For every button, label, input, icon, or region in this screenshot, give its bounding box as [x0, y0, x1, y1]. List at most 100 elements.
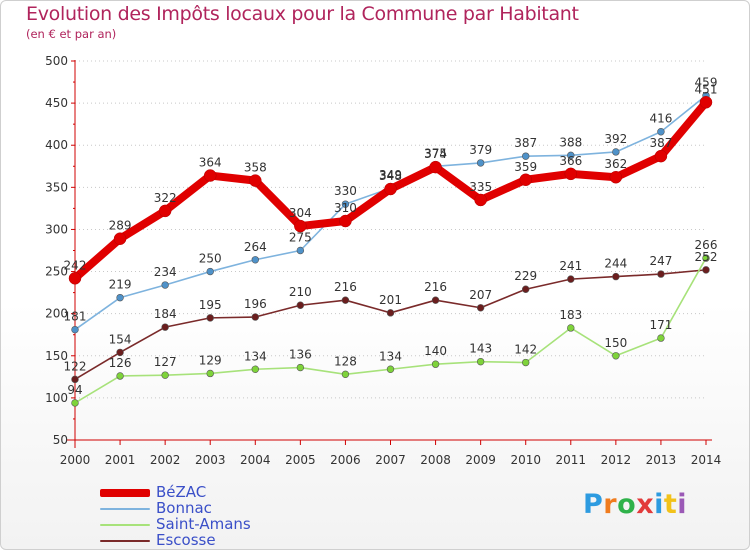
data-point-saint-amans-2001	[116, 372, 124, 380]
data-label-saint-amans-2005: 136	[289, 348, 312, 362]
data-point-bonnac-2002	[161, 281, 169, 289]
data-point-saint-amans-2002	[161, 371, 169, 379]
data-point-escosse-2002	[161, 323, 169, 331]
legend-label-escosse: Escosse	[156, 531, 216, 549]
data-point-escosse-2007	[386, 309, 395, 317]
data-point-bezac-2008	[429, 160, 442, 174]
data-point-bezac-2014	[699, 96, 713, 109]
data-label-escosse-2003: 195	[199, 298, 222, 312]
data-point-escosse-2003	[206, 314, 214, 322]
data-point-bonnac-2001	[116, 293, 124, 302]
y-tick-label-350: 350	[45, 180, 68, 194]
data-point-saint-amans-2013	[657, 334, 665, 342]
data-point-bonnac-2011	[567, 151, 575, 160]
data-label-saint-amans-2007: 134	[379, 349, 402, 363]
data-point-escosse-2006	[341, 296, 350, 304]
data-label-escosse-2013: 247	[649, 254, 672, 268]
data-label-bezac-2001: 289	[109, 219, 132, 233]
data-label-bonnac-2000: 181	[64, 310, 87, 324]
data-label-saint-amans-2009: 143	[469, 342, 492, 356]
data-label-escosse-2000: 122	[64, 359, 87, 373]
data-label-escosse-2001: 154	[109, 332, 132, 346]
data-point-saint-amans-2000	[71, 399, 79, 407]
data-label-escosse-2010: 229	[514, 269, 537, 283]
y-tick-label-300: 300	[45, 222, 68, 236]
data-label-bezac-2009: 335	[469, 180, 492, 194]
data-label-saint-amans-2014: 266	[695, 238, 718, 252]
data-point-bezac-2013	[654, 149, 668, 163]
logo-letter: o	[617, 489, 637, 520]
data-label-saint-amans-2006: 128	[334, 354, 357, 368]
data-label-bezac-2013: 387	[649, 136, 672, 150]
data-label-saint-amans-2013: 171	[649, 318, 672, 332]
y-tick-label-50: 50	[53, 433, 68, 447]
data-label-escosse-2005: 210	[289, 285, 312, 299]
data-label-bonnac-2013: 416	[649, 112, 672, 126]
data-label-saint-amans-2003: 129	[199, 353, 222, 367]
data-point-bezac-2007	[384, 182, 397, 196]
data-label-bonnac-2012: 392	[604, 132, 627, 146]
data-point-saint-amans-2009	[476, 357, 485, 366]
legend-label-bezac: BéZAC	[156, 483, 207, 501]
legend-swatch-escosse	[100, 540, 150, 542]
data-label-bezac-2002: 322	[154, 191, 177, 205]
data-label-bonnac-2009: 379	[469, 143, 492, 157]
data-label-bonnac-2014: 459	[695, 76, 718, 90]
y-tick-label-150: 150	[45, 349, 68, 363]
data-point-saint-amans-2008	[431, 360, 440, 368]
logo-letter: i	[677, 489, 688, 520]
data-label-saint-amans-2001: 126	[109, 356, 132, 370]
x-tick-label-2008: 2008	[420, 453, 451, 467]
x-tick-label-2006: 2006	[330, 453, 361, 467]
data-label-bezac-2004: 358	[244, 161, 267, 175]
data-label-saint-amans-2012: 150	[604, 336, 627, 350]
data-point-saint-amans-2014	[702, 254, 710, 262]
y-tick-label-500: 500	[45, 54, 68, 68]
legend-label-saint-amans: Saint-Amans	[156, 515, 251, 533]
data-label-bonnac-2001: 219	[109, 278, 132, 292]
chart-subtitle: (en € et par an)	[26, 27, 117, 41]
x-tick-label-2003: 2003	[195, 453, 226, 467]
data-point-bonnac-2004	[251, 256, 259, 264]
legend-label-bonnac: Bonnac	[156, 499, 212, 517]
legend-swatch-bezac	[100, 489, 150, 497]
data-point-escosse-2001	[116, 348, 124, 357]
data-point-bezac-2011	[564, 167, 578, 181]
data-label-bezac-2007: 348	[379, 169, 402, 183]
data-label-bezac-2012: 362	[604, 157, 627, 171]
y-tick-label-450: 450	[45, 96, 68, 110]
x-tick-label-2014: 2014	[691, 453, 722, 467]
data-label-bonnac-2003: 250	[199, 252, 222, 266]
data-point-saint-amans-2005	[296, 363, 305, 372]
data-point-escosse-2012	[612, 272, 620, 281]
data-label-escosse-2002: 184	[154, 307, 177, 321]
y-tick-label-400: 400	[45, 138, 68, 152]
data-point-escosse-2005	[296, 301, 305, 309]
data-point-bonnac-2005	[296, 246, 305, 255]
data-point-bonnac-2012	[612, 148, 620, 156]
data-label-escosse-2009: 207	[469, 288, 492, 302]
data-point-saint-amans-2007	[386, 365, 395, 373]
data-label-bezac-2011: 366	[559, 154, 582, 168]
data-label-bonnac-2011: 388	[559, 135, 582, 149]
data-label-escosse-2011: 241	[559, 259, 582, 273]
data-label-bonnac-2002: 234	[154, 265, 177, 279]
data-point-escosse-2013	[657, 270, 665, 278]
data-point-bonnac-2009	[476, 159, 485, 167]
data-point-escosse-2008	[431, 296, 440, 304]
data-label-escosse-2006: 216	[334, 280, 357, 294]
data-point-escosse-2004	[251, 313, 259, 321]
data-label-bonnac-2010: 387	[514, 136, 537, 150]
data-label-escosse-2004: 196	[244, 297, 267, 311]
data-point-bezac-2010	[519, 173, 532, 187]
x-tick-label-2002: 2002	[150, 453, 181, 467]
logo-letter: r	[603, 489, 618, 520]
logo-letter: x	[636, 489, 655, 520]
data-point-bonnac-2010	[522, 152, 530, 160]
data-point-saint-amans-2003	[206, 369, 214, 378]
data-point-bezac-2002	[158, 204, 172, 218]
x-tick-label-2005: 2005	[285, 453, 316, 467]
data-point-bezac-2005	[294, 219, 307, 233]
